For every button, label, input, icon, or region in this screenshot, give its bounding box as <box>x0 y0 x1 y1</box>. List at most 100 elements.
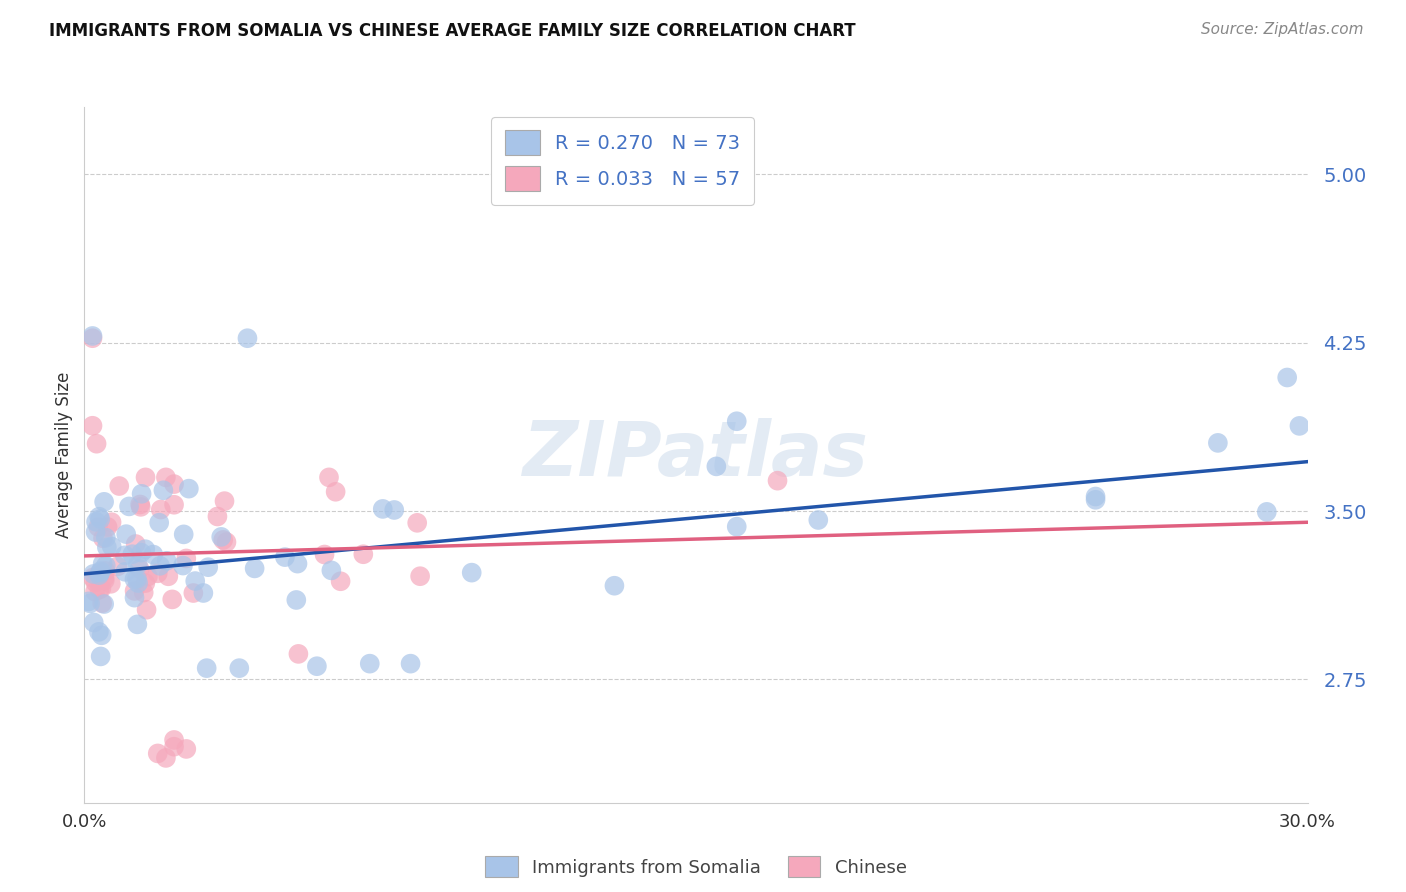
Point <box>97 520 120 534</box>
Point <box>207 509 229 524</box>
Point <box>94 558 117 573</box>
Point <box>243 561 266 575</box>
Point <box>172 558 194 573</box>
Point <box>193 586 215 600</box>
Point <box>725 519 748 533</box>
Point <box>90 564 112 578</box>
Point <box>84 584 107 599</box>
Point <box>129 546 152 560</box>
Point <box>93 571 115 585</box>
Point <box>163 739 186 754</box>
Point <box>195 661 218 675</box>
Point <box>156 554 179 568</box>
Point <box>108 479 131 493</box>
Point <box>1084 492 1107 507</box>
Point <box>91 596 114 610</box>
Point <box>94 574 117 588</box>
Point <box>382 503 405 517</box>
Point <box>86 436 108 450</box>
Point <box>183 586 205 600</box>
Point <box>87 568 110 582</box>
Point <box>174 551 197 566</box>
Point <box>704 459 728 474</box>
Point <box>91 531 114 545</box>
Y-axis label: Average Family Size: Average Family Size <box>55 372 73 538</box>
Point <box>94 531 117 545</box>
Point <box>371 502 394 516</box>
Point <box>90 628 112 642</box>
Point <box>725 414 748 428</box>
Point <box>215 535 238 549</box>
Point <box>129 498 152 512</box>
Point <box>155 751 177 765</box>
Point <box>82 418 104 433</box>
Point <box>89 582 111 597</box>
Point <box>399 657 422 671</box>
Point <box>305 659 328 673</box>
Point <box>82 571 104 585</box>
Point <box>94 564 117 578</box>
Point <box>214 494 236 508</box>
Point <box>89 509 111 524</box>
Point <box>152 483 174 498</box>
Point <box>146 566 169 581</box>
Point <box>155 470 177 484</box>
Point <box>127 558 149 572</box>
Point <box>406 516 429 530</box>
Point <box>128 562 150 576</box>
Legend: Immigrants from Somalia, Chinese: Immigrants from Somalia, Chinese <box>478 849 914 884</box>
Point <box>314 548 336 562</box>
Point <box>124 537 146 551</box>
Point <box>318 470 340 484</box>
Point <box>287 647 309 661</box>
Point <box>134 576 156 591</box>
Point <box>83 615 105 630</box>
Point <box>163 477 186 491</box>
Point <box>329 574 352 589</box>
Point <box>146 747 169 761</box>
Point <box>157 569 180 583</box>
Point <box>100 576 122 591</box>
Point <box>107 559 129 574</box>
Point <box>82 329 104 343</box>
Point <box>287 557 309 571</box>
Point <box>149 502 172 516</box>
Point <box>114 565 136 579</box>
Point <box>184 574 207 588</box>
Point <box>100 540 122 554</box>
Point <box>82 566 104 581</box>
Point <box>149 558 172 573</box>
Point <box>131 487 153 501</box>
Point <box>93 597 115 611</box>
Point <box>136 569 159 583</box>
Point <box>129 500 152 514</box>
Point <box>142 548 165 562</box>
Point <box>114 549 136 563</box>
Point <box>89 566 111 580</box>
Point <box>84 515 107 529</box>
Point <box>148 516 170 530</box>
Point <box>77 594 100 608</box>
Point <box>115 527 138 541</box>
Point <box>1256 505 1278 519</box>
Point <box>807 513 830 527</box>
Point <box>91 557 114 571</box>
Point <box>1288 418 1310 433</box>
Point <box>100 515 122 529</box>
Point <box>174 742 197 756</box>
Point <box>124 591 146 605</box>
Point <box>79 596 101 610</box>
Point <box>197 560 219 574</box>
Point <box>90 582 112 596</box>
Point <box>461 566 484 580</box>
Point <box>125 572 148 586</box>
Point <box>162 592 184 607</box>
Point <box>135 470 157 484</box>
Point <box>766 474 789 488</box>
Point <box>93 495 115 509</box>
Point <box>321 563 343 577</box>
Point <box>82 331 104 345</box>
Point <box>352 547 374 561</box>
Point <box>135 603 157 617</box>
Point <box>90 566 112 581</box>
